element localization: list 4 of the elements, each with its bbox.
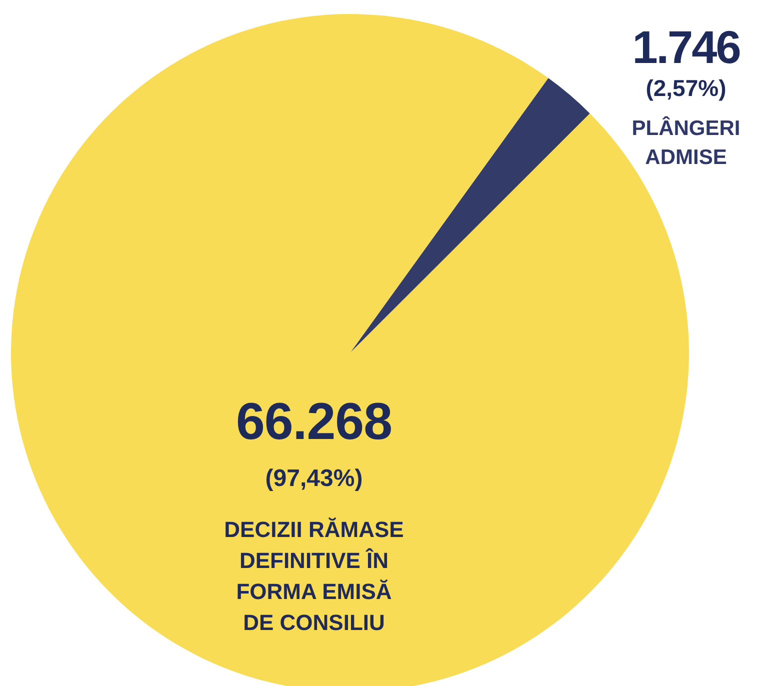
data-label: 66.268 (97,43%) (234, 393, 394, 493)
slice-label: DECIZII RĂMASE DEFINITIVE ÎN FORMA EMISĂ DE CONSILIU (223, 516, 405, 637)
data-label: 1.746 (2,57%) (631, 21, 741, 102)
slice-label: PLÂNGERI ADMISE (630, 115, 742, 171)
